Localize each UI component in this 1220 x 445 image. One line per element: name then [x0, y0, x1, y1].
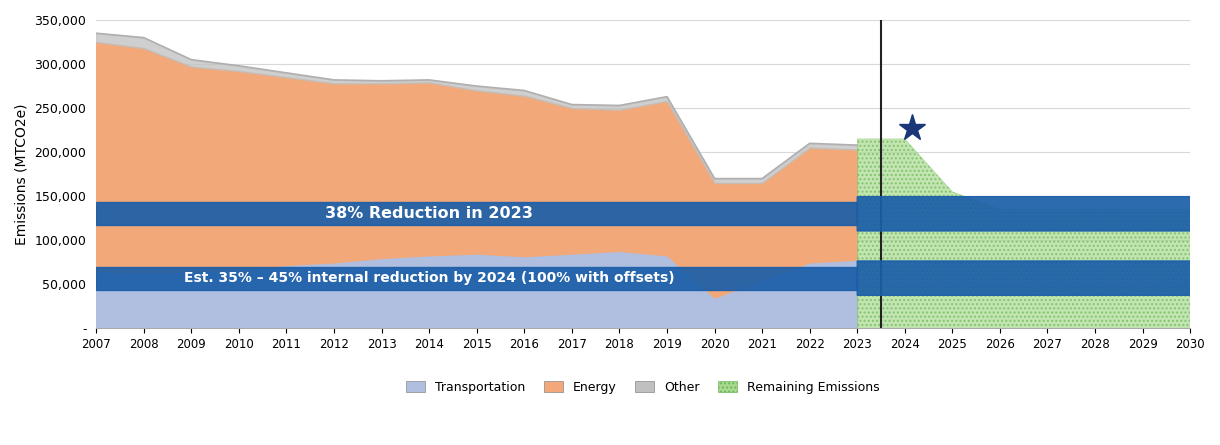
- Text: Est. 35% – 45% internal reduction by 2024 (100% with offsets): Est. 35% – 45% internal reduction by 202…: [184, 271, 675, 285]
- Legend: Transportation, Energy, Other, Remaining Emissions: Transportation, Energy, Other, Remaining…: [401, 376, 884, 399]
- Y-axis label: Emissions (MTCO2e): Emissions (MTCO2e): [15, 103, 29, 245]
- Polygon shape: [858, 197, 1220, 231]
- Text: 38% Reduction in 2023: 38% Reduction in 2023: [326, 206, 533, 221]
- Polygon shape: [96, 202, 858, 225]
- Polygon shape: [96, 267, 858, 290]
- Polygon shape: [858, 261, 1220, 295]
